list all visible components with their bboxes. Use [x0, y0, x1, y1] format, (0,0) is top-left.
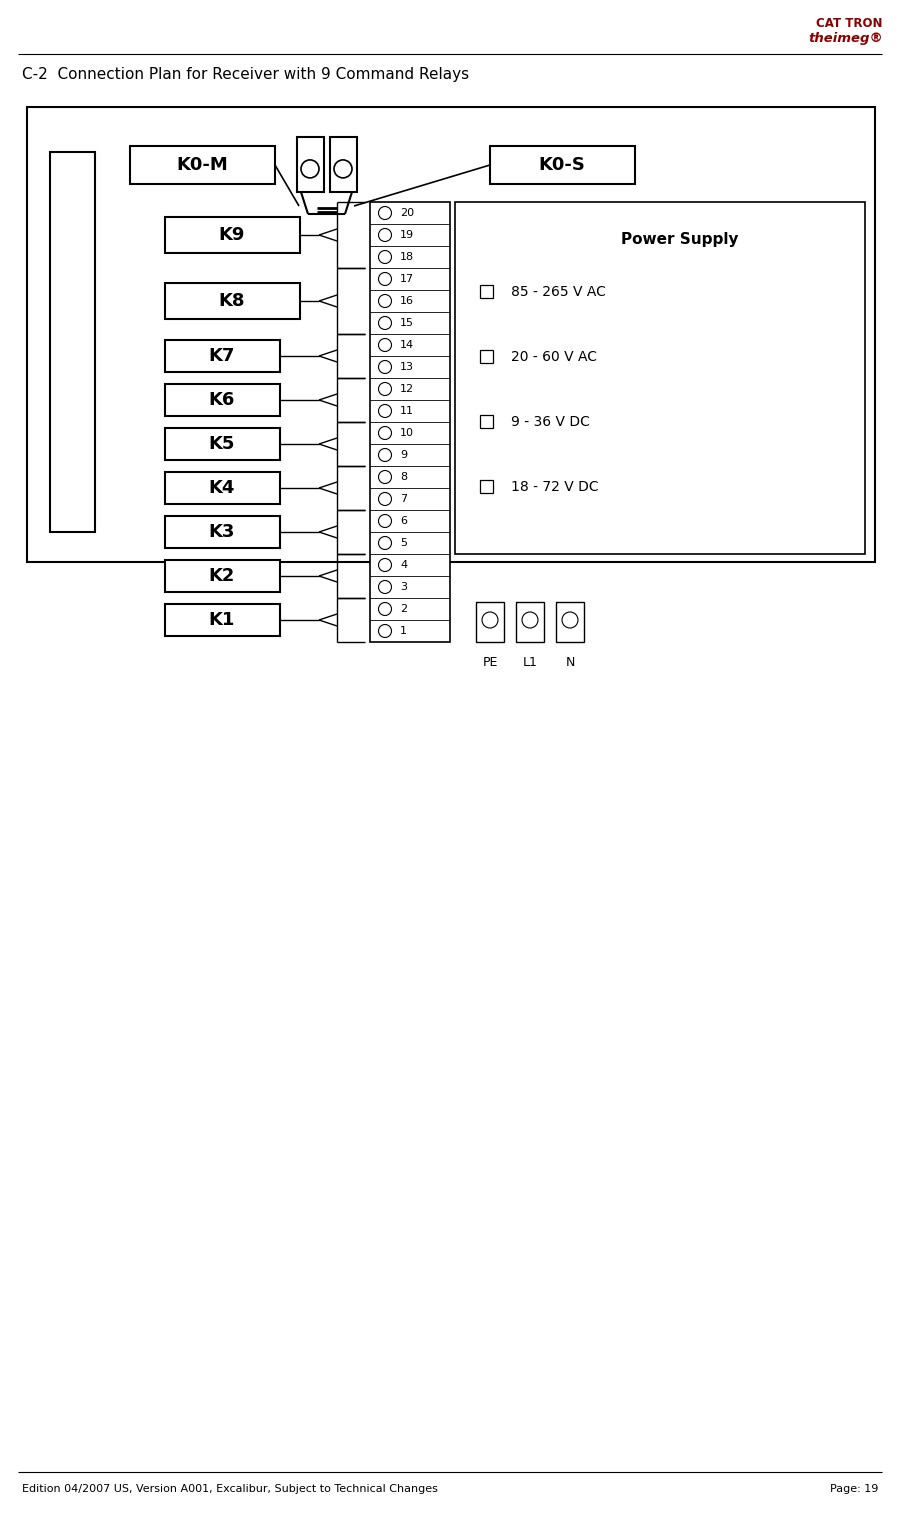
Text: K4: K4 — [209, 479, 235, 498]
Text: K9: K9 — [219, 225, 245, 244]
Text: CAT TRON: CAT TRON — [816, 17, 883, 30]
Circle shape — [379, 580, 392, 594]
FancyBboxPatch shape — [330, 137, 357, 192]
FancyBboxPatch shape — [165, 428, 280, 460]
FancyBboxPatch shape — [165, 472, 280, 504]
Text: K2: K2 — [209, 568, 235, 584]
FancyBboxPatch shape — [165, 604, 280, 636]
Text: 5: 5 — [400, 537, 407, 548]
Circle shape — [379, 559, 392, 571]
FancyBboxPatch shape — [480, 350, 493, 364]
FancyBboxPatch shape — [516, 603, 544, 642]
Text: 19: 19 — [400, 230, 414, 240]
Text: theimeg®: theimeg® — [808, 32, 883, 46]
Text: 4: 4 — [400, 560, 407, 571]
FancyBboxPatch shape — [165, 384, 280, 416]
Text: 12: 12 — [400, 384, 414, 394]
Text: C-2  Connection Plan for Receiver with 9 Command Relays: C-2 Connection Plan for Receiver with 9 … — [22, 67, 469, 82]
Text: 1: 1 — [400, 626, 407, 636]
Text: 6: 6 — [400, 516, 407, 527]
FancyBboxPatch shape — [165, 339, 280, 371]
FancyBboxPatch shape — [165, 516, 280, 548]
Text: K6: K6 — [209, 391, 235, 409]
FancyBboxPatch shape — [476, 603, 504, 642]
Text: K0-M: K0-M — [176, 155, 228, 174]
Circle shape — [379, 228, 392, 242]
Circle shape — [379, 317, 392, 329]
Text: 15: 15 — [400, 318, 414, 329]
Text: 9 - 36 V DC: 9 - 36 V DC — [511, 416, 590, 429]
Circle shape — [522, 612, 538, 629]
Text: N: N — [565, 656, 575, 670]
Text: 20 - 60 V AC: 20 - 60 V AC — [511, 350, 597, 364]
Text: L1: L1 — [523, 656, 537, 670]
Circle shape — [379, 251, 392, 263]
Text: 14: 14 — [400, 339, 414, 350]
Text: K1: K1 — [209, 610, 235, 629]
Circle shape — [379, 493, 392, 505]
Text: 8: 8 — [400, 472, 407, 482]
Circle shape — [482, 612, 498, 629]
Circle shape — [379, 405, 392, 417]
Text: Page: 19: Page: 19 — [830, 1484, 878, 1495]
Text: Power Supply: Power Supply — [621, 231, 739, 247]
FancyBboxPatch shape — [480, 479, 493, 493]
FancyBboxPatch shape — [165, 560, 280, 592]
Text: K0-S: K0-S — [538, 155, 585, 174]
Text: 18: 18 — [400, 253, 414, 262]
Text: Edition 04/2007 US, Version A001, Excalibur, Subject to Technical Changes: Edition 04/2007 US, Version A001, Excali… — [22, 1484, 438, 1495]
FancyBboxPatch shape — [27, 107, 875, 562]
Circle shape — [379, 382, 392, 396]
Circle shape — [562, 612, 578, 629]
Circle shape — [379, 514, 392, 528]
Text: 16: 16 — [400, 295, 414, 306]
FancyBboxPatch shape — [556, 603, 584, 642]
FancyBboxPatch shape — [455, 202, 865, 554]
Text: 3: 3 — [400, 581, 407, 592]
Text: PE: PE — [482, 656, 498, 670]
Text: 18 - 72 V DC: 18 - 72 V DC — [511, 479, 598, 495]
Text: 20: 20 — [400, 209, 414, 218]
Circle shape — [379, 207, 392, 219]
Circle shape — [379, 536, 392, 549]
FancyBboxPatch shape — [165, 283, 300, 320]
Circle shape — [379, 272, 392, 286]
FancyBboxPatch shape — [480, 416, 493, 428]
Text: K8: K8 — [219, 292, 245, 310]
Circle shape — [379, 294, 392, 307]
Circle shape — [379, 470, 392, 484]
Circle shape — [379, 624, 392, 638]
Text: K7: K7 — [209, 347, 235, 365]
Circle shape — [379, 338, 392, 352]
Text: 7: 7 — [400, 495, 407, 504]
Text: 85 - 265 V AC: 85 - 265 V AC — [511, 285, 606, 298]
Circle shape — [334, 160, 352, 178]
FancyBboxPatch shape — [130, 146, 275, 184]
FancyBboxPatch shape — [297, 137, 324, 192]
Text: 17: 17 — [400, 274, 414, 285]
Text: 11: 11 — [400, 406, 414, 416]
FancyBboxPatch shape — [480, 285, 493, 298]
FancyBboxPatch shape — [50, 152, 95, 533]
Text: K3: K3 — [209, 524, 235, 540]
Circle shape — [379, 361, 392, 373]
Text: 2: 2 — [400, 604, 407, 613]
FancyBboxPatch shape — [490, 146, 635, 184]
Text: 10: 10 — [400, 428, 414, 438]
FancyBboxPatch shape — [370, 202, 450, 642]
Circle shape — [379, 603, 392, 615]
FancyBboxPatch shape — [165, 218, 300, 253]
Text: K5: K5 — [209, 435, 235, 454]
Circle shape — [379, 426, 392, 440]
Text: 9: 9 — [400, 451, 407, 460]
Circle shape — [301, 160, 319, 178]
Circle shape — [379, 449, 392, 461]
Text: 13: 13 — [400, 362, 414, 371]
